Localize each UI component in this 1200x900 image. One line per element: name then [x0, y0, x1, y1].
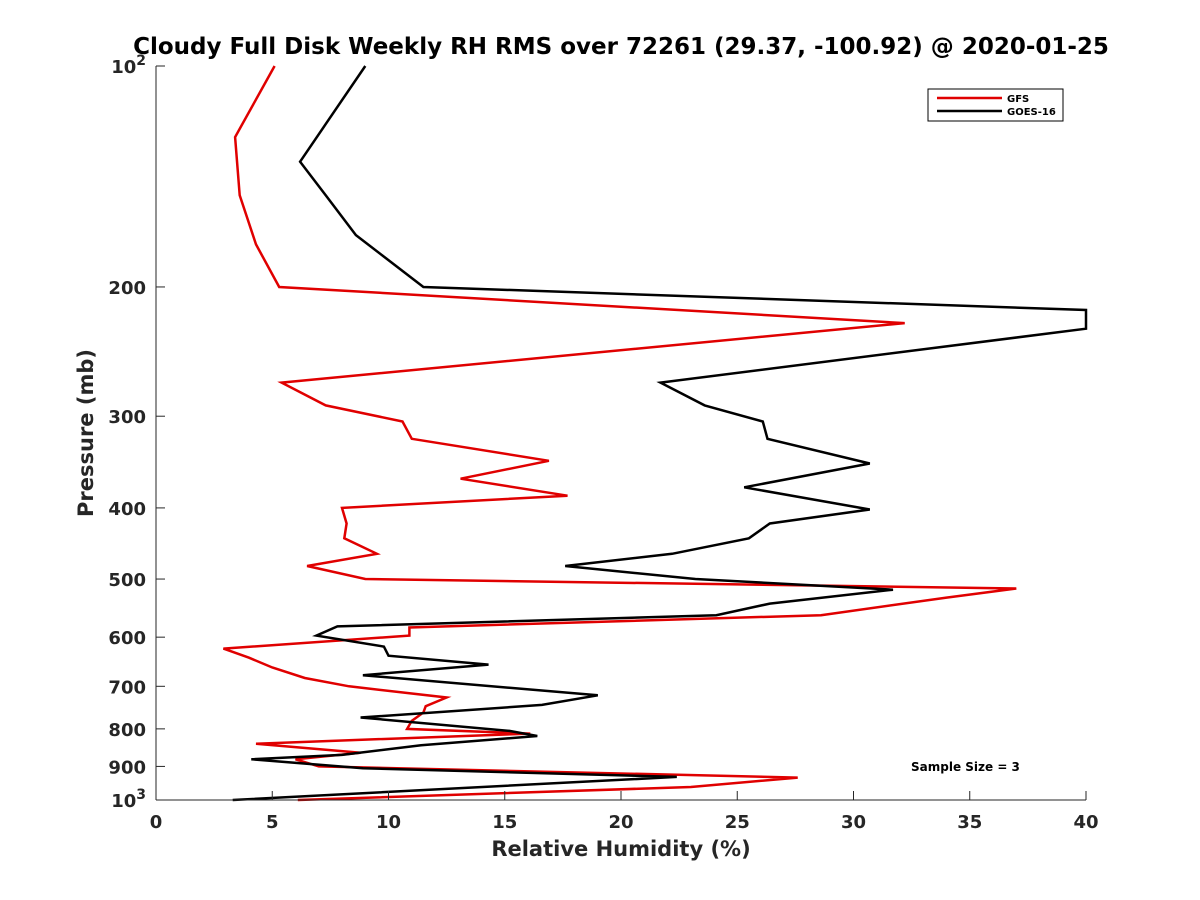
series-line-goes-16 — [232, 65, 1088, 802]
legend-label-goes16: GOES-16 — [1007, 107, 1056, 118]
y-tick-label: 700 — [108, 677, 146, 698]
x-ticks: 0 5 10 15 20 25 30 35 40 — [150, 791, 1099, 833]
legend-box — [927, 88, 1064, 122]
x-tick-label: 30 — [841, 812, 866, 833]
x-tick-label: 25 — [725, 812, 750, 833]
y-tick-label: 102 — [111, 53, 146, 78]
plot-area — [156, 66, 1086, 800]
y-tick-label: 103 — [111, 787, 146, 812]
x-tick-label: 0 — [150, 812, 163, 833]
y-tick-label: 800 — [108, 720, 146, 741]
x-tick-label: 5 — [266, 812, 279, 833]
sample-size-annotation: Sample Size = 3 — [911, 760, 1020, 774]
x-tick-label: 10 — [376, 812, 401, 833]
y-tick-label: 200 — [108, 278, 146, 299]
x-tick-label: 15 — [492, 812, 517, 833]
y-tick-label: 400 — [108, 499, 146, 520]
series-line-gfs — [222, 65, 1017, 802]
y-tick-label: 600 — [108, 628, 146, 649]
y-tick-label: 500 — [108, 570, 146, 591]
y-tick-label: 300 — [108, 407, 146, 428]
x-axis-label: Relative Humidity (%) — [491, 837, 750, 861]
legend: GFS GOES-16 — [927, 88, 1064, 122]
x-tick-label: 35 — [957, 812, 982, 833]
y-axis-label: Pressure (mb) — [74, 349, 98, 517]
x-tick-label: 20 — [608, 812, 633, 833]
chart-title: Cloudy Full Disk Weekly RH RMS over 7226… — [133, 34, 1109, 60]
series-layer — [222, 65, 1088, 802]
x-tick-label: 40 — [1073, 812, 1098, 833]
y-ticks: 102 200 300 400 500 600 700 800 900 103 — [108, 53, 165, 812]
y-tick-label: 900 — [108, 757, 146, 778]
legend-label-gfs: GFS — [1007, 94, 1029, 105]
